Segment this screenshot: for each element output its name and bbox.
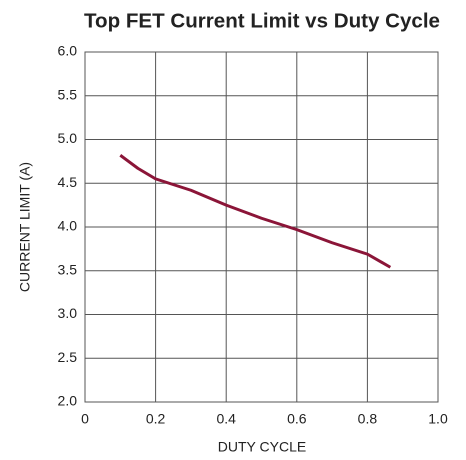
x-tick-label: 0.6: [287, 411, 307, 427]
chart-title: Top FET Current Limit vs Duty Cycle: [84, 10, 440, 32]
y-tick-label: 4.0: [58, 218, 78, 234]
y-tick-label: 6.0: [58, 43, 78, 59]
y-tick-label: 4.5: [58, 174, 78, 190]
x-tick-label: 0: [81, 411, 89, 427]
y-tick-label: 3.0: [58, 305, 78, 321]
y-tick-label: 2.5: [58, 349, 78, 365]
x-tick-label: 0.2: [146, 411, 166, 427]
x-tick-label: 0.4: [216, 411, 236, 427]
x-tick-label: 0.8: [358, 411, 378, 427]
x-axis-label: DUTY CYCLE: [218, 439, 306, 455]
y-axis-label: CURRENT LIMIT (A): [17, 162, 33, 292]
data-line: [119, 154, 392, 269]
y-tick-label: 2.0: [58, 393, 78, 409]
x-tick-label: 1.0: [428, 411, 448, 427]
y-tick-label: 3.5: [58, 261, 78, 277]
y-tick-label: 5.5: [58, 86, 78, 102]
y-tick-label: 5.0: [58, 130, 78, 146]
